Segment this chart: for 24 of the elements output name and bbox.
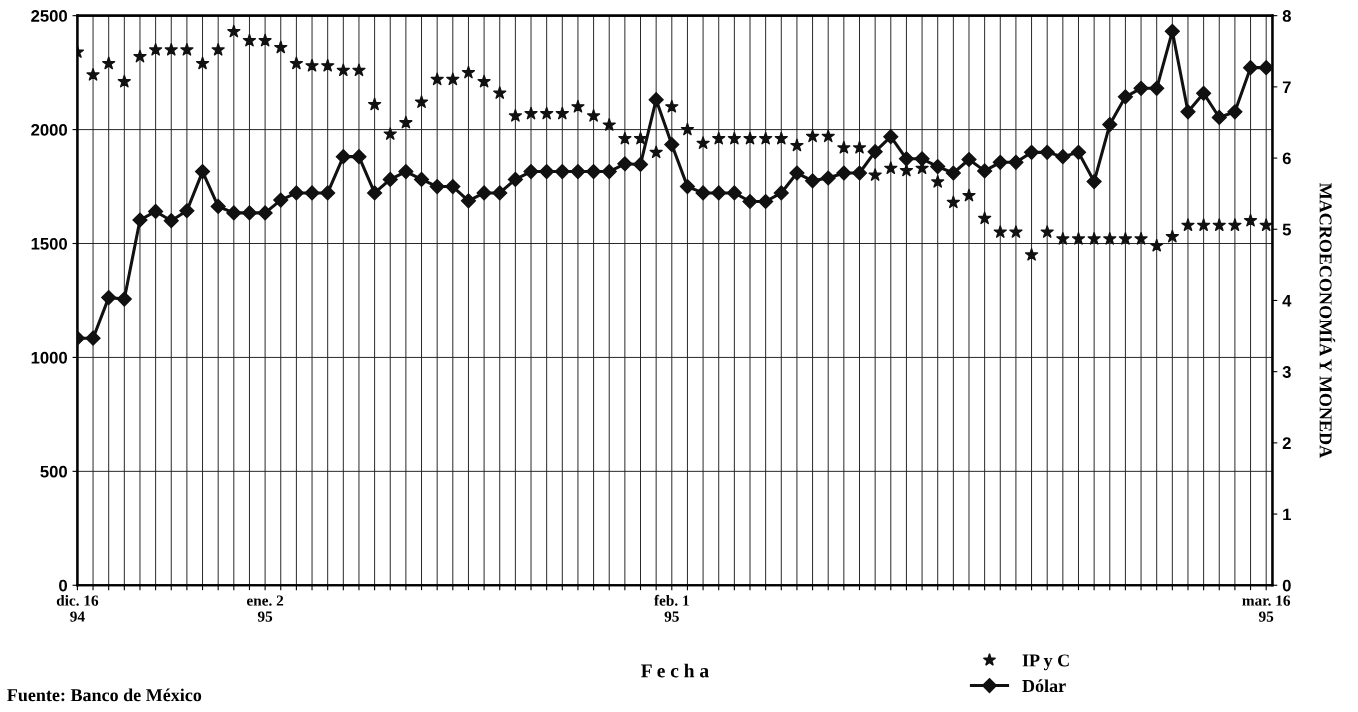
text: MACROECONOMÍA Y MONEDA [1319, 182, 1336, 459]
y2-tick-label: 8 [1282, 10, 1291, 22]
y-tick-label: 2500 [31, 10, 67, 22]
y2-tick-label: 4 [1282, 295, 1292, 307]
y-tick-label: 500 [40, 465, 67, 478]
y2-tick-label: 7 [1282, 81, 1291, 93]
y2-tick-label: 6 [1282, 152, 1291, 165]
legend-label: Dólar [1022, 679, 1066, 693]
legend-label: IP y C [1022, 654, 1069, 671]
y-tick-label: 1000 [31, 351, 67, 364]
x-tick-label: dic. 16 94 [56, 594, 99, 622]
x-tick-label: feb. 1 95 [654, 594, 689, 622]
y2-tick-label: 2 [1282, 437, 1291, 449]
y2-tick-label: 3 [1282, 366, 1291, 378]
y2-tick-label: 1 [1283, 508, 1291, 521]
y-tick-label: 1500 [31, 237, 67, 250]
x-tick-label: ene. 2 95 [246, 595, 284, 622]
x-axis-title: F e c h a [641, 663, 709, 678]
y-tick-label: 0 [59, 579, 67, 592]
y-tick-label: 2000 [31, 123, 67, 136]
x-tick-label: mar. 16 95 [1242, 595, 1291, 622]
source-note: Fuente: Banco de México [7, 688, 202, 702]
y2-tick-label: 5 [1282, 223, 1291, 236]
y2-tick-label: 0 [1282, 579, 1291, 592]
